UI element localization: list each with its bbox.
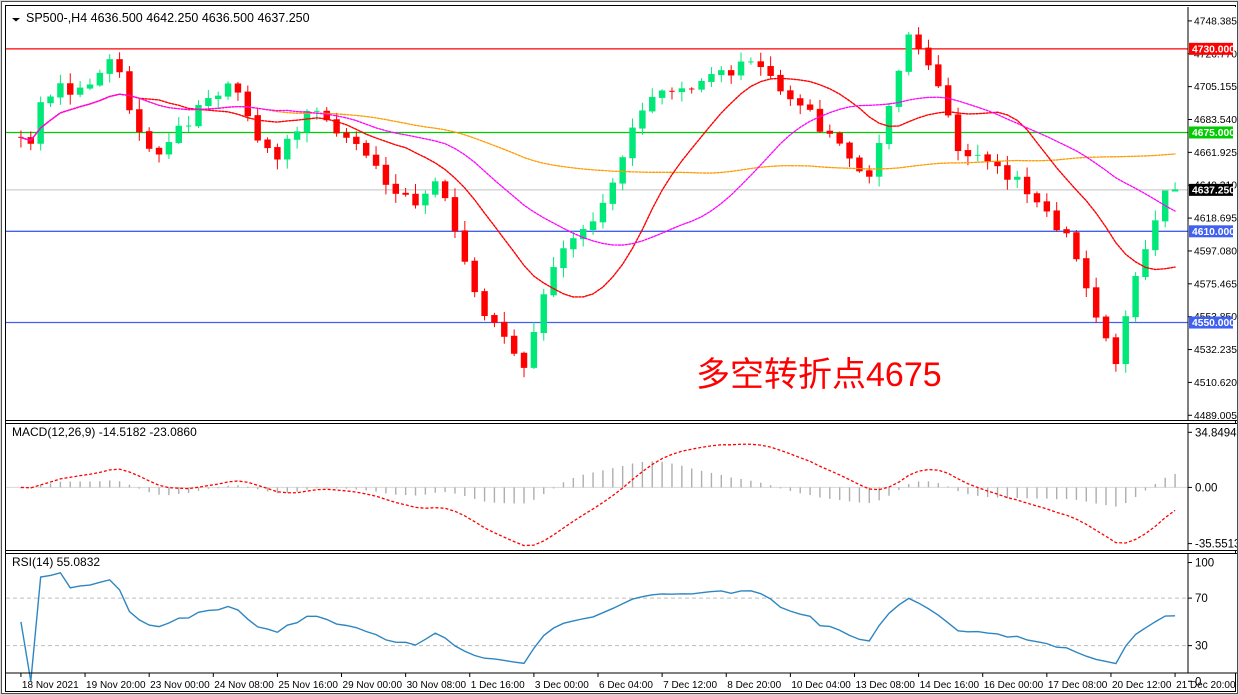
svg-text:25 Nov 16:00: 25 Nov 16:00	[278, 680, 338, 691]
svg-text:MACD(12,26,9) -14.5182 -23.086: MACD(12,26,9) -14.5182 -23.0860	[12, 425, 197, 439]
svg-text:7 Dec 12:00: 7 Dec 12:00	[663, 680, 717, 691]
svg-text:3 Dec 00:00: 3 Dec 00:00	[535, 680, 589, 691]
svg-text:70: 70	[1195, 593, 1208, 605]
svg-text:-35.5513: -35.5513	[1195, 539, 1237, 551]
svg-text:24 Nov 08:00: 24 Nov 08:00	[214, 680, 274, 691]
svg-text:34.8494: 34.8494	[1195, 427, 1237, 439]
svg-text:6 Dec 04:00: 6 Dec 04:00	[599, 680, 653, 691]
svg-text:17 Dec 08:00: 17 Dec 08:00	[1048, 680, 1108, 691]
svg-text:29 Nov 00:00: 29 Nov 00:00	[343, 680, 403, 691]
svg-text:RSI(14) 55.0832: RSI(14) 55.0832	[12, 555, 100, 569]
svg-text:4532.235: 4532.235	[1194, 345, 1237, 356]
svg-text:4597.080: 4597.080	[1194, 246, 1237, 257]
svg-text:4637.250: 4637.250	[1192, 185, 1235, 196]
svg-text:23 Nov 00:00: 23 Nov 00:00	[150, 680, 210, 691]
svg-text:30 Nov 08:00: 30 Nov 08:00	[407, 680, 467, 691]
svg-text:21 Dec 20:00: 21 Dec 20:00	[1176, 680, 1236, 691]
svg-text:16 Dec 00:00: 16 Dec 00:00	[984, 680, 1044, 691]
svg-text:4550.000: 4550.000	[1192, 318, 1235, 329]
svg-text:4748.385: 4748.385	[1194, 16, 1237, 27]
svg-text:4683.540: 4683.540	[1194, 115, 1237, 126]
svg-text:20 Dec 12:00: 20 Dec 12:00	[1112, 680, 1172, 691]
svg-text:4510.620: 4510.620	[1194, 378, 1237, 389]
svg-text:30: 30	[1195, 641, 1208, 653]
svg-text:4661.925: 4661.925	[1194, 148, 1237, 159]
svg-text:多空转折点4675: 多空转折点4675	[696, 356, 942, 394]
svg-text:4575.465: 4575.465	[1194, 279, 1237, 290]
svg-text:4730.000: 4730.000	[1192, 44, 1235, 55]
svg-text:18 Nov 2021: 18 Nov 2021	[22, 680, 79, 691]
svg-text:1 Dec 16:00: 1 Dec 16:00	[471, 680, 525, 691]
svg-text:4610.000: 4610.000	[1192, 227, 1235, 238]
svg-text:10 Dec 04:00: 10 Dec 04:00	[791, 680, 851, 691]
svg-text:14 Dec 16:00: 14 Dec 16:00	[920, 680, 980, 691]
svg-text:4618.695: 4618.695	[1194, 214, 1237, 225]
svg-text:19 Nov 20:00: 19 Nov 20:00	[86, 680, 146, 691]
svg-text:4705.155: 4705.155	[1194, 82, 1237, 93]
svg-text:13 Dec 08:00: 13 Dec 08:00	[855, 680, 915, 691]
svg-text:SP500-,H4 4636.500 4642.250: SP500-,H4 4636.500 4642.250 4636.500 463…	[26, 11, 310, 25]
svg-text:8 Dec 20:00: 8 Dec 20:00	[727, 680, 781, 691]
svg-text:4675.000: 4675.000	[1192, 128, 1235, 139]
svg-text:0.00: 0.00	[1195, 482, 1217, 494]
svg-text:100: 100	[1195, 558, 1214, 570]
